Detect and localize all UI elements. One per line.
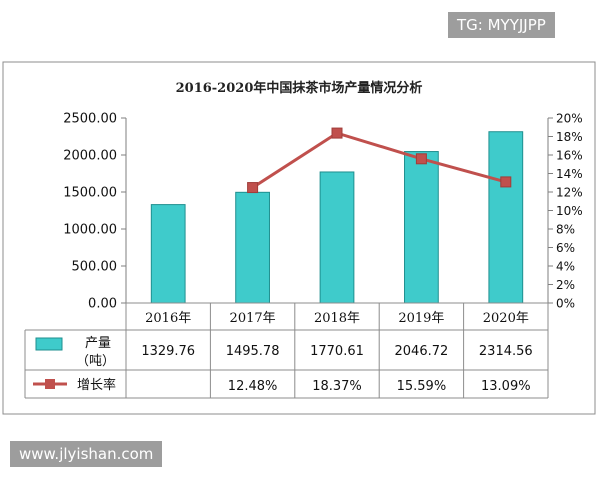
- growth-marker: [500, 176, 512, 188]
- bar: [150, 204, 186, 304]
- legend-bar-unit: （吨）: [76, 354, 115, 369]
- growth-marker: [415, 153, 427, 165]
- watermark-top: TG: MYYJJPP: [448, 12, 555, 38]
- y-right-tick-label: 16%: [556, 149, 583, 163]
- table-cell-output: 2046.72: [395, 344, 449, 359]
- line-series: [247, 127, 512, 194]
- y-right-tick-label: 6%: [556, 241, 575, 255]
- growth-marker: [331, 127, 343, 139]
- legend-line-label: 增长率: [77, 377, 116, 393]
- x-tick-label: 2019年: [398, 311, 444, 326]
- bar: [488, 131, 524, 304]
- table-cell-output: 1495.78: [226, 344, 280, 359]
- y-left-tick-label: 2000.00: [63, 149, 117, 164]
- y-right-tick-label: 10%: [556, 204, 583, 218]
- y-left-tick-label: 1500.00: [63, 186, 117, 201]
- legend-line-marker: [45, 379, 55, 389]
- table-cell-growth: 18.37%: [312, 379, 362, 394]
- x-tick-label: 2020年: [483, 311, 529, 326]
- y-left-tick-label: 2500.00: [63, 112, 117, 127]
- x-tick-label: 2018年: [314, 311, 360, 326]
- table-cell-output: 1329.76: [141, 344, 195, 359]
- y-right-tick-label: 14%: [556, 167, 583, 181]
- y-left-tick-label: 500.00: [72, 260, 118, 275]
- watermark-bottom: www.jlyishan.com: [10, 441, 163, 467]
- bar: [235, 191, 270, 304]
- y-right-tick-label: 20%: [556, 112, 583, 126]
- table-cell-growth: 13.09%: [481, 379, 531, 394]
- y-left-tick-label: 0.00: [88, 297, 117, 312]
- bar: [319, 171, 355, 304]
- y-left-tick-label: 1000.00: [63, 223, 117, 238]
- axes: 0.00 500.00 1000.00 1500.00 2000.00 2500.00 0%…: [63, 112, 582, 312]
- y-right-tick-label: 4%: [556, 260, 575, 274]
- y-right-tick-label: 12%: [556, 186, 583, 200]
- table-cell-growth: 15.59%: [397, 379, 447, 394]
- chart-title: 2016-2020年中国抹茶市场产量情况分析: [176, 80, 423, 96]
- legend-bar-swatch: [35, 337, 63, 351]
- bar: [404, 151, 439, 304]
- y-right-tick-label: 0%: [556, 297, 575, 311]
- x-tick-label: 2016年: [145, 311, 191, 326]
- y-right-tick-label: 8%: [556, 223, 575, 237]
- y-right-tick-label: 18%: [556, 130, 583, 144]
- growth-marker: [247, 182, 259, 194]
- growth-line: [251, 131, 507, 189]
- x-tick-label: 2017年: [230, 311, 276, 326]
- table-cell-growth: 12.48%: [228, 379, 278, 394]
- table-cell-output: 1770.61: [310, 344, 364, 359]
- y-right-tick-label: 2%: [556, 278, 575, 292]
- table-cell-output: 2314.56: [479, 344, 533, 359]
- legend-bar-label: 产量: [85, 336, 111, 351]
